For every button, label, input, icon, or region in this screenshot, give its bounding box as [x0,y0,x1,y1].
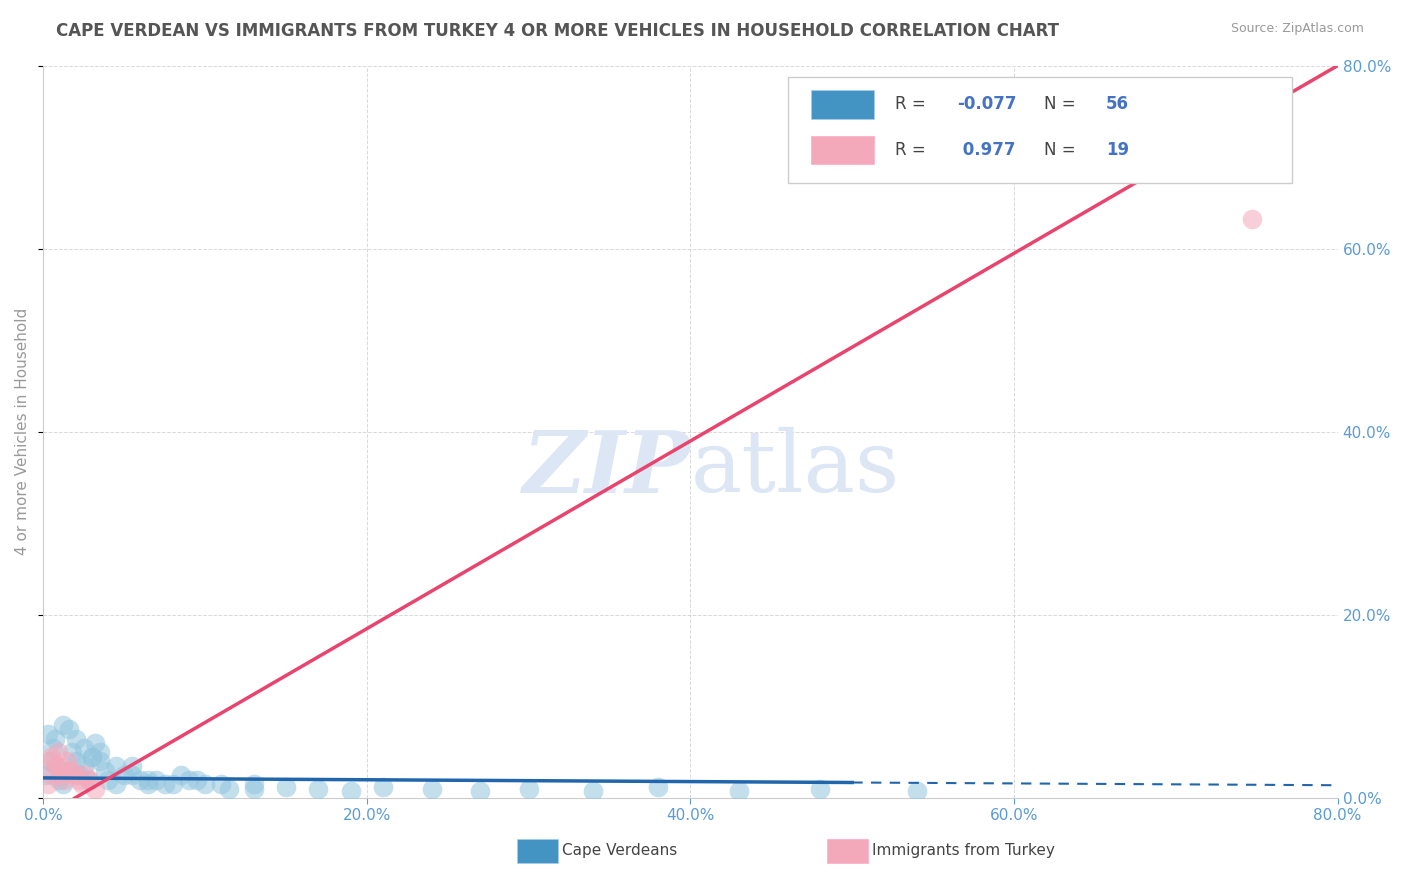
Point [209,777,232,791]
FancyBboxPatch shape [811,136,875,164]
Point [177,772,200,787]
Point [112,768,135,782]
Point [80,750,103,764]
Text: 0.977: 0.977 [957,141,1015,159]
Point [77,772,100,787]
Point [67,768,90,782]
Point [80,750,103,764]
Point [162,777,184,791]
Point [46,745,69,759]
Text: Source: ZipAtlas.com: Source: ZipAtlas.com [1230,22,1364,36]
Point [89,745,111,759]
Point [153,777,176,791]
Point [274,780,297,794]
Point [56,764,79,778]
Point [58,723,80,737]
FancyBboxPatch shape [811,90,875,119]
Point [84,736,107,750]
Point [44,731,66,746]
Point [56,755,79,769]
Text: 56: 56 [1107,95,1129,113]
Point [65,755,87,769]
Point [371,780,394,794]
Point [105,759,128,773]
Point [905,783,928,797]
Point [647,780,669,794]
Point [1240,211,1263,226]
Point [70,777,93,791]
Point [121,759,143,773]
Point [89,755,111,769]
Point [97,772,120,787]
Point [145,772,167,787]
Text: N =: N = [1043,141,1081,159]
Point [170,768,193,782]
Point [48,772,70,787]
Point [307,781,329,796]
Point [105,777,128,791]
Text: atlas: atlas [690,427,900,510]
Point [242,781,264,796]
Point [728,783,751,797]
Point [53,772,76,787]
Point [37,727,59,741]
Point [60,764,83,778]
Text: -0.077: -0.077 [957,95,1017,113]
Point [121,768,143,782]
Point [60,745,83,759]
Point [186,772,208,787]
Point [339,783,361,797]
Point [93,764,115,778]
Point [65,768,87,782]
Text: Immigrants from Turkey: Immigrants from Turkey [872,844,1054,858]
Text: 19: 19 [1107,141,1129,159]
Point [72,759,94,773]
Point [39,750,62,764]
Point [468,783,491,797]
Point [45,759,67,773]
Text: R =: R = [896,95,931,113]
Point [38,755,60,769]
Point [84,781,107,796]
Point [218,781,240,796]
Point [67,772,90,787]
Point [37,777,59,791]
Point [582,783,605,797]
Point [138,777,160,791]
Point [129,772,152,787]
Point [48,759,70,773]
Point [75,768,97,782]
Point [194,777,217,791]
Point [42,768,65,782]
Point [72,740,94,755]
Y-axis label: 4 or more Vehicles in Household: 4 or more Vehicles in Household [15,309,30,556]
Point [58,764,80,778]
Point [242,777,264,791]
Point [38,755,60,769]
Text: ZIP: ZIP [523,426,690,510]
Point [52,768,75,782]
Point [35,768,58,782]
Point [42,740,65,755]
Point [138,772,160,787]
Text: R =: R = [896,141,931,159]
Text: CAPE VERDEAN VS IMMIGRANTS FROM TURKEY 4 OR MORE VEHICLES IN HOUSEHOLD CORRELATI: CAPE VERDEAN VS IMMIGRANTS FROM TURKEY 4… [56,22,1059,40]
Text: N =: N = [1043,95,1081,113]
Point [52,777,75,791]
Text: Cape Verdeans: Cape Verdeans [562,844,678,858]
Point [77,772,100,787]
Point [808,781,831,796]
Point [420,781,443,796]
FancyBboxPatch shape [787,77,1292,183]
Point [45,759,67,773]
Point [65,731,87,746]
Point [52,718,75,732]
Point [517,781,540,796]
